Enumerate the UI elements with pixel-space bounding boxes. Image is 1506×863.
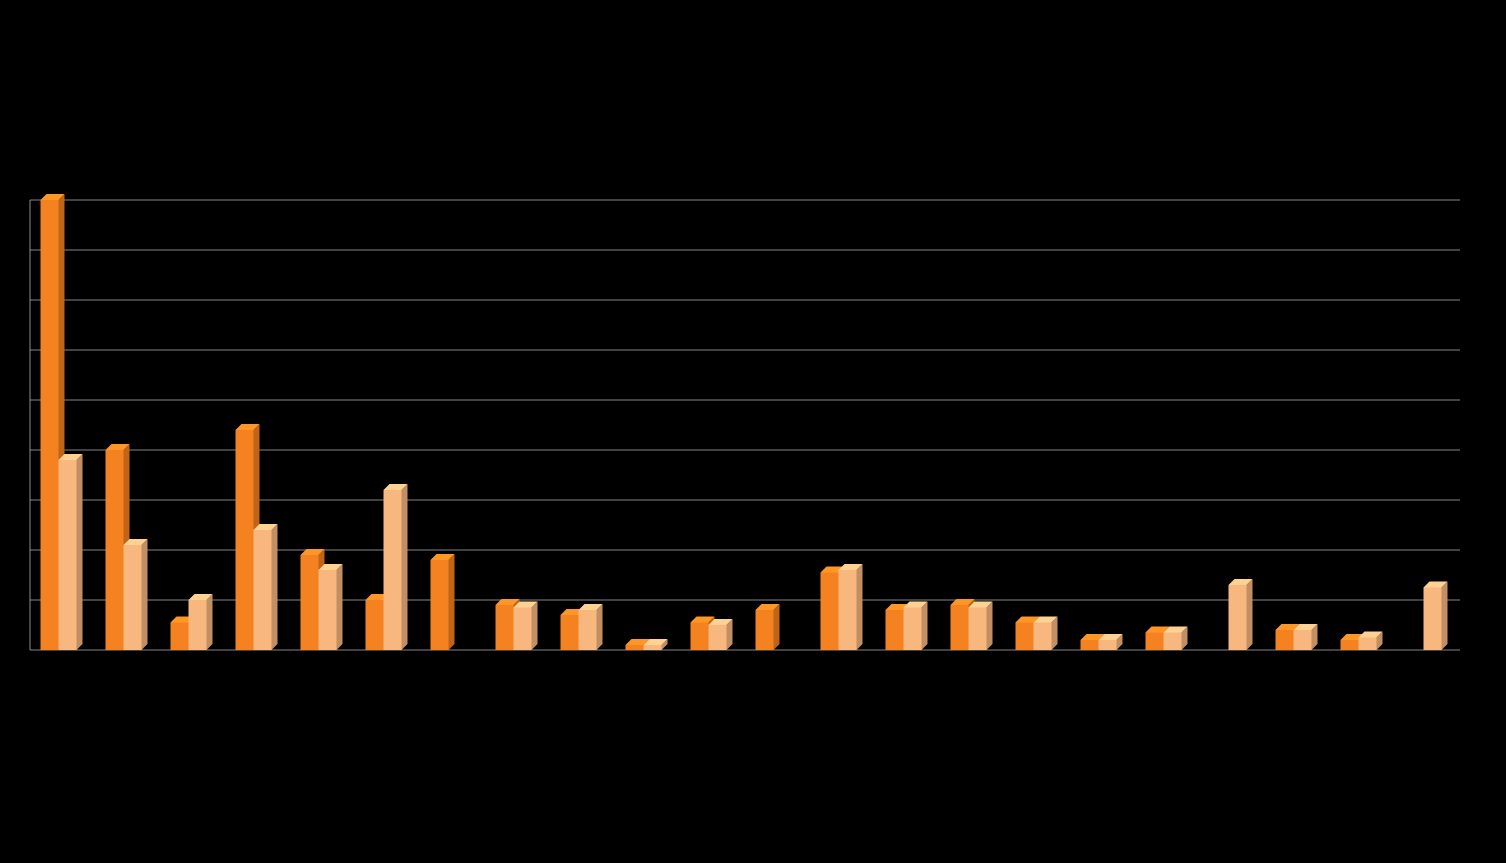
chart-svg (0, 0, 1506, 858)
revenue-bar-chart (0, 0, 1506, 858)
